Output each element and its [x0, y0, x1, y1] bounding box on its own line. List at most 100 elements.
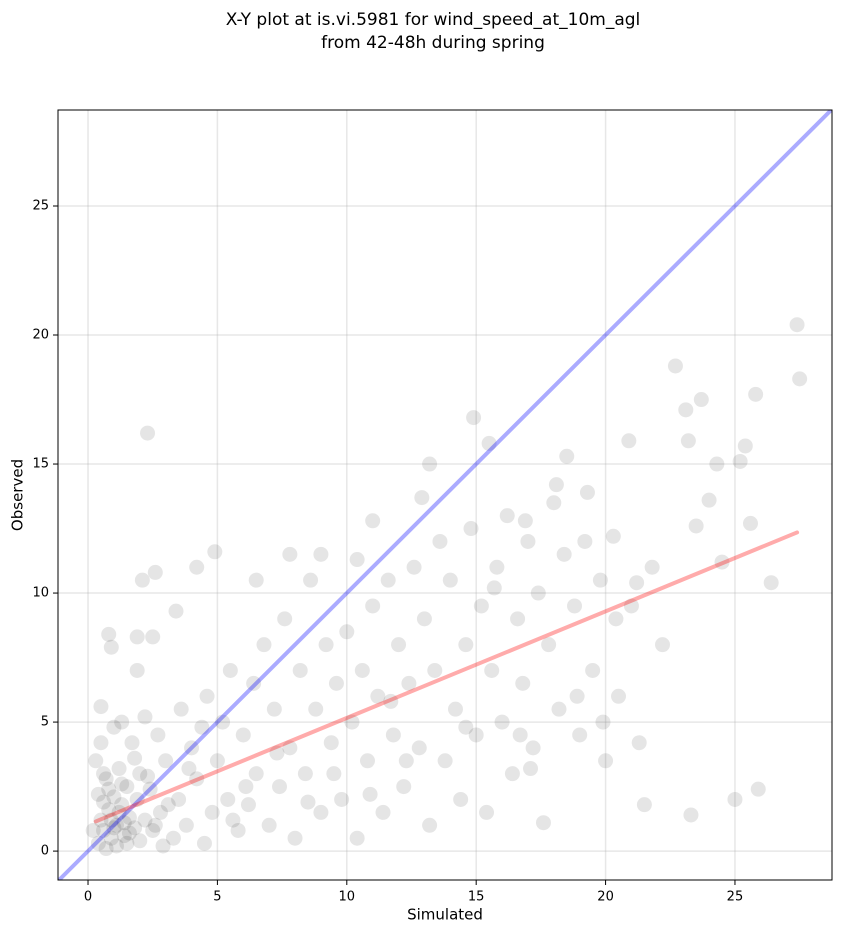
point: [119, 779, 135, 795]
point: [489, 559, 505, 575]
point: [380, 572, 396, 588]
point: [458, 637, 474, 653]
chart-title: X-Y plot at is.vi.5981 for wind_speed_at…: [226, 10, 641, 30]
point: [147, 564, 163, 580]
point: [678, 402, 694, 418]
point: [362, 786, 378, 802]
point: [621, 433, 637, 449]
point: [326, 766, 342, 782]
point: [318, 637, 334, 653]
point: [667, 358, 683, 374]
point: [375, 804, 391, 820]
point: [427, 662, 443, 678]
point: [248, 572, 264, 588]
point: [248, 766, 264, 782]
point: [486, 580, 502, 596]
point: [359, 753, 375, 769]
point: [134, 572, 150, 588]
point: [569, 688, 585, 704]
point: [106, 719, 122, 735]
point: [396, 779, 412, 795]
point: [220, 791, 236, 807]
point: [411, 740, 427, 756]
point: [541, 637, 557, 653]
point: [277, 611, 293, 627]
point: [108, 838, 124, 854]
point: [222, 662, 238, 678]
point: [479, 804, 495, 820]
point: [349, 552, 365, 568]
point: [173, 701, 189, 717]
point: [121, 810, 137, 826]
point: [98, 771, 114, 787]
reference-line: [58, 110, 832, 880]
point: [204, 804, 220, 820]
point: [103, 639, 119, 655]
point: [535, 815, 551, 831]
point: [481, 435, 497, 451]
point: [140, 768, 156, 784]
point: [111, 804, 127, 820]
point: [269, 745, 285, 761]
point: [132, 833, 148, 849]
point: [282, 546, 298, 562]
point: [414, 490, 430, 506]
chart-subtitle: from 42-48h during spring: [321, 33, 545, 53]
point: [256, 637, 272, 653]
point: [145, 629, 161, 645]
point: [171, 791, 187, 807]
point: [592, 572, 608, 588]
point: [116, 828, 132, 844]
point: [499, 508, 515, 524]
point: [709, 456, 725, 472]
point: [127, 750, 143, 766]
point: [422, 456, 438, 472]
point: [96, 794, 112, 810]
point: [114, 714, 130, 730]
point: [636, 797, 652, 813]
point: [114, 776, 130, 792]
point: [101, 781, 117, 797]
point: [140, 425, 156, 441]
point: [792, 371, 808, 387]
x-tick-label: 5: [213, 890, 221, 905]
point: [655, 637, 671, 653]
point: [207, 544, 223, 560]
point: [680, 433, 696, 449]
point: [517, 513, 533, 529]
point: [103, 812, 119, 828]
point: [261, 817, 277, 833]
x-tick-label: 10: [339, 890, 356, 905]
point: [577, 533, 593, 549]
point: [453, 791, 469, 807]
point: [93, 812, 109, 828]
point: [546, 495, 562, 511]
y-tick-label: 20: [32, 328, 49, 343]
point: [90, 835, 106, 851]
point: [585, 662, 601, 678]
point: [189, 771, 205, 787]
point: [160, 797, 176, 813]
point: [504, 766, 520, 782]
point: [116, 815, 132, 831]
point: [297, 766, 313, 782]
point: [308, 701, 324, 717]
point: [137, 812, 153, 828]
point: [300, 794, 316, 810]
point: [512, 727, 528, 743]
point: [623, 598, 639, 614]
point: [422, 817, 438, 833]
point: [158, 753, 174, 769]
point: [468, 727, 484, 743]
point: [447, 701, 463, 717]
point: [137, 709, 153, 725]
point: [579, 484, 595, 500]
x-tick-label: 15: [468, 890, 485, 905]
point: [98, 841, 114, 857]
point: [103, 830, 119, 846]
point: [494, 714, 510, 730]
point: [194, 719, 210, 735]
point: [215, 714, 231, 730]
point: [106, 820, 122, 836]
